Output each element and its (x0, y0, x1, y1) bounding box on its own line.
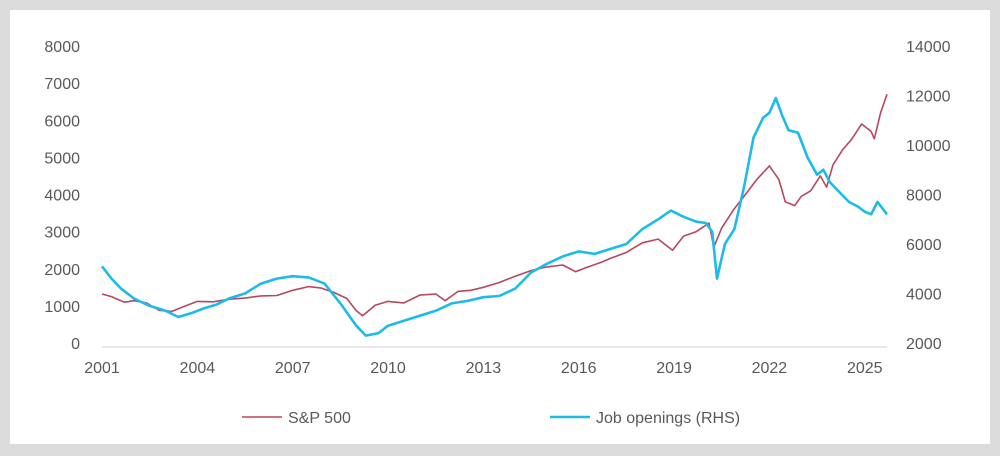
y-right-tick-label: 12000 (906, 89, 951, 106)
x-tick-label: 2007 (275, 360, 311, 377)
x-tick-label: 2022 (752, 360, 788, 377)
legend-label-job-openings: Job openings (RHS) (596, 410, 740, 427)
y-left-tick-label: 8000 (44, 39, 80, 56)
y-axis-left: 8000 7000 6000 5000 4000 3000 2000 1000 0 (44, 39, 80, 353)
y-left-tick-label: 4000 (44, 188, 80, 205)
y-right-tick-label: 4000 (906, 287, 942, 304)
sp500-line (101, 94, 888, 317)
x-tick-label: 2019 (656, 360, 692, 377)
y-right-tick-label: 2000 (906, 336, 942, 353)
y-left-tick-label: 0 (71, 336, 80, 353)
series-group (100, 94, 889, 337)
job-openings-line (100, 96, 889, 337)
x-tick-label: 2016 (561, 360, 597, 377)
y-left-tick-label: 7000 (44, 76, 80, 93)
x-axis: 2001 2004 2007 2010 2013 2016 2019 2022 2025 (84, 360, 882, 377)
y-right-tick-label: 14000 (906, 39, 951, 56)
y-right-tick-label: 10000 (906, 138, 951, 155)
legend-label-sp500: S&P 500 (288, 410, 351, 427)
x-tick-label: 2004 (180, 360, 216, 377)
chart-frame: 8000 7000 6000 5000 4000 3000 2000 1000 0 14000 1… (10, 10, 990, 444)
y-axis-right: 14000 12000 10000 8000 6000 4000 2000 (906, 39, 951, 353)
legend: S&P 500 Job openings (RHS) (242, 410, 740, 427)
y-left-tick-label: 3000 (44, 225, 80, 242)
y-right-tick-label: 6000 (906, 237, 942, 254)
y-right-tick-label: 8000 (906, 188, 942, 205)
x-tick-label: 2013 (466, 360, 502, 377)
x-tick-label: 2010 (370, 360, 406, 377)
y-left-tick-label: 5000 (44, 150, 80, 167)
y-left-tick-label: 2000 (44, 262, 80, 279)
y-left-tick-label: 6000 (44, 113, 80, 130)
x-tick-label: 2025 (847, 360, 883, 377)
x-tick-label: 2001 (84, 360, 120, 377)
y-left-tick-label: 1000 (44, 299, 80, 316)
